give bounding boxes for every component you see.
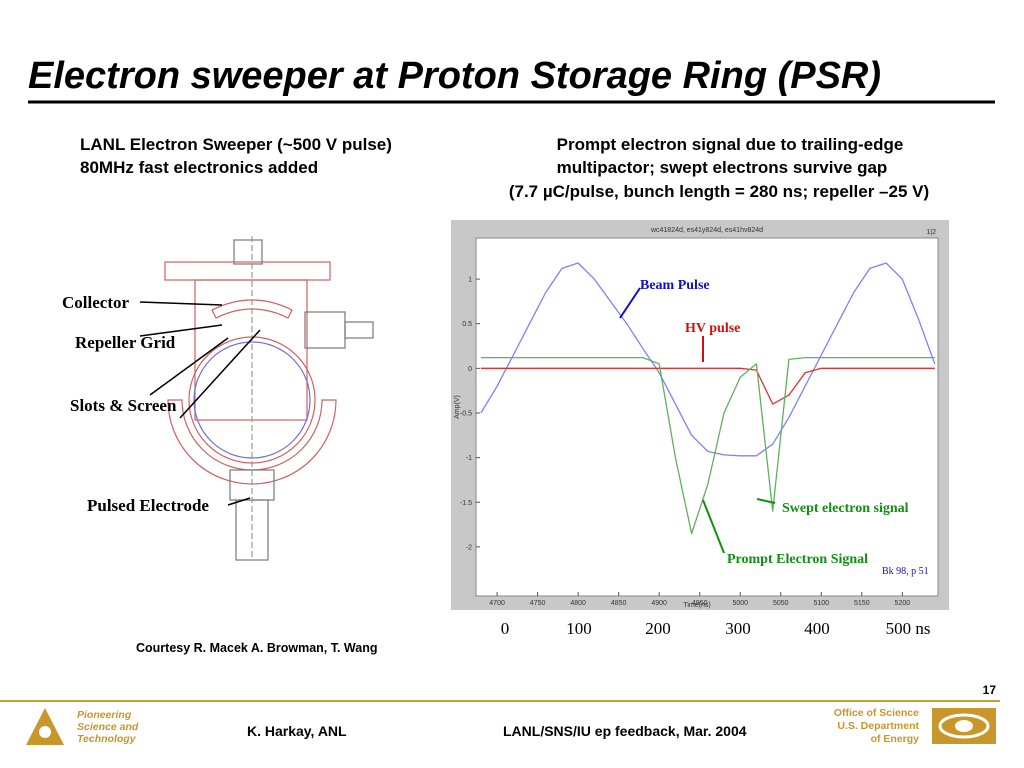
right-text: multipactor; swept electrons survive gap: [557, 158, 888, 177]
reference: Bk 98, p 51: [882, 566, 929, 577]
lab-text: Technology: [77, 733, 137, 745]
annotation: HV pulse: [685, 321, 740, 336]
slide-title: Electron sweeper at Proton Storage Ring …: [28, 55, 881, 97]
x-tick-label: 5000: [732, 600, 748, 607]
plot: wc41824d, es41y824d, es41hv824d 1|2 Time(n…: [454, 227, 936, 609]
plot-title: wc41824d, es41y824d, es41hv824d: [650, 227, 763, 234]
x-tick-label: 4950: [692, 600, 708, 607]
diagram-label: Pulsed Electrode: [87, 496, 209, 515]
doe-text: Office of Science: [834, 707, 919, 719]
x-tick-label: 4750: [530, 600, 546, 607]
x-tick-label: 4800: [570, 600, 586, 607]
footer-event: LANL/SNS/IU ep feedback, Mar. 2004: [503, 723, 747, 739]
left-text: LANL Electron Sweeper (~500 V pulse): [80, 135, 392, 154]
courtesy: Courtesy R. Macek A. Browman, T. Wang: [136, 641, 377, 655]
y-tick-label: -2: [466, 544, 472, 551]
x-tick-label: 5100: [813, 600, 829, 607]
lab-logo-dot: [39, 726, 51, 738]
time-label: 100: [566, 619, 592, 638]
plot-area: [475, 237, 939, 597]
time-label: 500 ns: [886, 619, 931, 638]
x-tick-label: 5150: [854, 600, 870, 607]
annotation: Prompt Electron Signal: [727, 552, 868, 567]
plot-corner: 1|2: [926, 229, 936, 236]
x-tick-label: 5200: [895, 600, 911, 607]
x-axis-label: Time(ns): [683, 602, 710, 609]
x-tick-label: 5050: [773, 600, 789, 607]
y-tick-label: -1: [466, 455, 472, 462]
x-tick-label: 4900: [651, 600, 667, 607]
lab-text: Pioneering: [77, 709, 132, 721]
left-text: 80MHz fast electronics added: [80, 158, 318, 177]
y-axis-label: Amp(V): [454, 395, 461, 419]
time-label: 200: [645, 619, 671, 638]
diagram-arrows: [139, 301, 261, 506]
annotation: Beam Pulse: [640, 278, 710, 293]
diagram-label: Slots & Screen: [70, 396, 177, 415]
x-tick-label: 4850: [611, 600, 627, 607]
annotation: Swept electron signal: [782, 501, 909, 516]
y-tick-label: 1: [468, 277, 472, 284]
doe-text: of Energy: [871, 733, 920, 745]
y-tick-label: 0.5: [462, 321, 472, 328]
annotation-arrows: [619, 287, 776, 554]
diagram-label: Collector: [62, 293, 129, 312]
footer-author: K. Harkay, ANL: [247, 723, 347, 739]
time-label: 400: [804, 619, 830, 638]
time-label: 0: [501, 619, 510, 638]
y-tick-label: 0: [468, 366, 472, 373]
time-label: 300: [725, 619, 751, 638]
x-tick-label: 4700: [489, 600, 505, 607]
y-tick-label: -1.5: [460, 500, 472, 507]
page-number: 17: [983, 683, 997, 697]
doe-logo: [932, 708, 996, 744]
diagram-label: Repeller Grid: [75, 333, 176, 352]
series-line: [480, 356, 935, 535]
sweeper-diagram: [164, 236, 374, 561]
series-line: [480, 262, 936, 457]
right-text: Prompt electron signal due to trailing-e…: [557, 135, 904, 154]
doe-text: U.S. Department: [837, 720, 919, 732]
y-tick-label: -0.5: [460, 410, 472, 417]
lab-text: Science and: [77, 721, 139, 733]
right-text: (7.7 µC/pulse, bunch length = 280 ns; re…: [509, 182, 929, 201]
series-line: [480, 367, 935, 405]
